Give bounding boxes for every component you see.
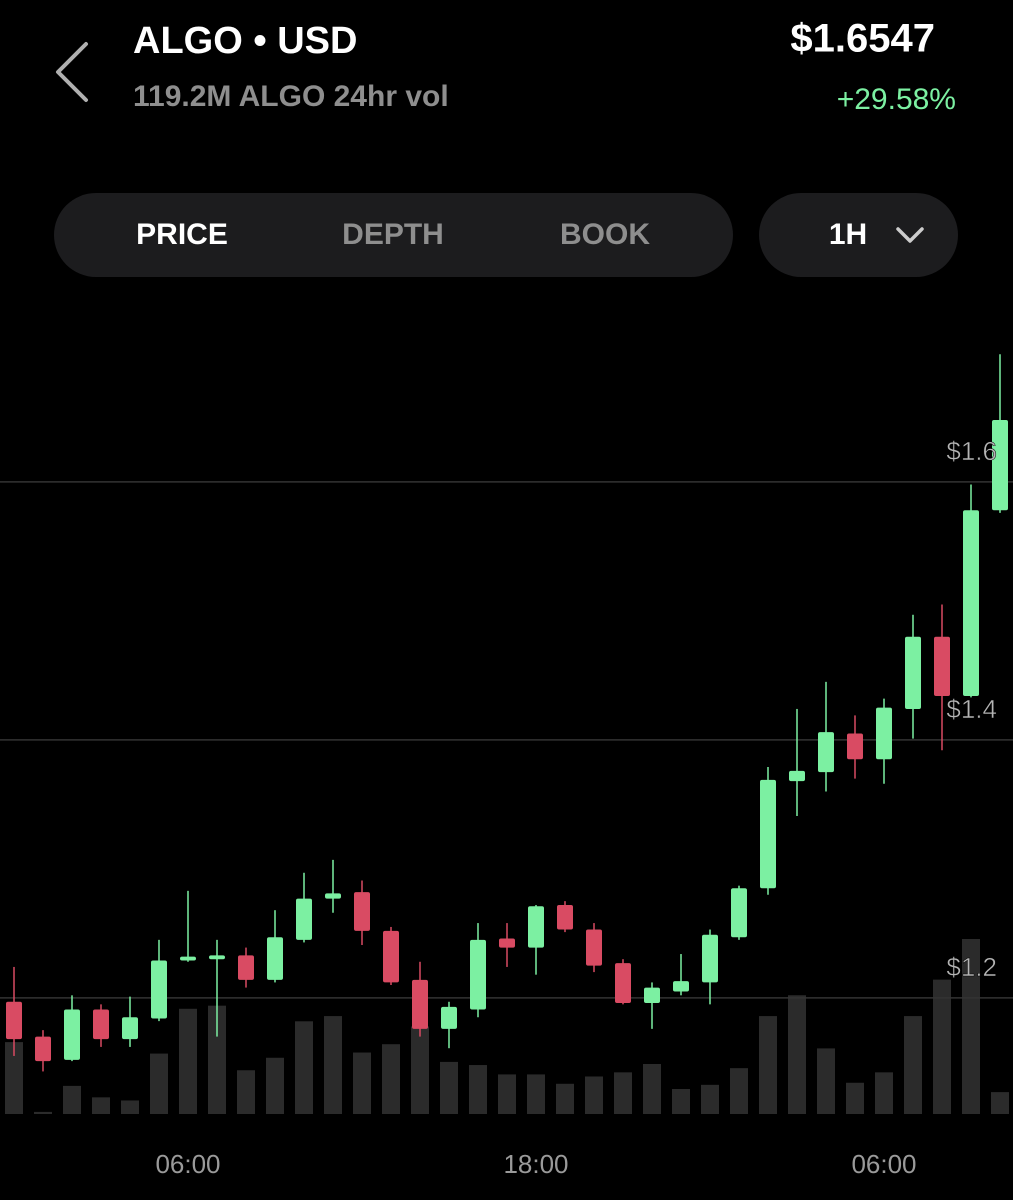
candle-body (528, 906, 544, 948)
y-tick-label: $1.2 (946, 952, 997, 982)
candle-body (296, 898, 312, 940)
candle-body (847, 733, 863, 760)
volume-bar (353, 1052, 371, 1114)
volume-bar (63, 1085, 81, 1114)
candle-body (64, 1009, 80, 1060)
candle-body (499, 938, 515, 948)
candle-body (644, 987, 660, 1004)
volume-bar (991, 1092, 1009, 1114)
candle-body (992, 419, 1008, 511)
volume-bar (643, 1064, 661, 1114)
volume-bar (759, 1016, 777, 1114)
x-tick-label: 18:00 (503, 1149, 568, 1179)
tab-bar (54, 193, 733, 277)
candle-body (905, 636, 921, 709)
candle-body (963, 510, 979, 697)
x-tick-label: 06:00 (851, 1149, 916, 1179)
volume-bar (730, 1068, 748, 1114)
candle-body (93, 1009, 109, 1040)
volume-bar (556, 1083, 574, 1114)
volume-bar (208, 1005, 226, 1114)
volume-bar (237, 1070, 255, 1114)
volume-subtitle: 119.2M ALGO 24hr vol (133, 80, 449, 113)
candle-body (731, 888, 747, 938)
candle-body (122, 1017, 138, 1040)
volume-bar (382, 1044, 400, 1114)
candle-body (441, 1006, 457, 1029)
volume-bar (295, 1021, 313, 1114)
price-chart: $1.2 $1.4 $1.6 06:00 18:00 06:00 (0, 354, 1013, 1179)
candle-body (325, 893, 341, 899)
volume-bar (34, 1111, 52, 1114)
candle-body (615, 963, 631, 1004)
volume-bar (933, 979, 951, 1114)
volume-bar (411, 1026, 429, 1114)
volume-bar (527, 1074, 545, 1114)
candle-body (557, 905, 573, 930)
x-tick-label: 06:00 (155, 1149, 220, 1179)
y-tick-label: $1.6 (946, 436, 997, 466)
pair-title: ALGO • USD (133, 20, 357, 62)
volume-bar (614, 1072, 632, 1114)
back-chevron[interactable] (56, 42, 88, 102)
volume-bar (121, 1100, 139, 1114)
candle-body (934, 636, 950, 697)
volume-bar (672, 1089, 690, 1114)
interval-chevron[interactable] (896, 227, 924, 243)
volume-bar (788, 995, 806, 1114)
volume-bar (875, 1072, 893, 1114)
volume-bar (469, 1065, 487, 1114)
candle-body (412, 979, 428, 1029)
candle-body (586, 929, 602, 966)
candle-body (6, 1001, 22, 1040)
y-tick-label: $1.4 (946, 694, 997, 724)
interval-label[interactable]: 1H (829, 218, 867, 251)
volume-bar (817, 1048, 835, 1114)
volume-bar (904, 1016, 922, 1114)
current-price: $1.6547 (790, 17, 935, 61)
candle-body (876, 707, 892, 760)
volume-bar (440, 1061, 458, 1114)
candle-body (383, 930, 399, 983)
volume-bar (962, 939, 980, 1114)
volume-bar (846, 1082, 864, 1114)
tab-book[interactable]: BOOK (560, 218, 650, 251)
candle-body (760, 779, 776, 889)
tab-depth[interactable]: DEPTH (342, 218, 444, 251)
candle-body (673, 981, 689, 992)
candle-body (238, 955, 254, 980)
back-hit-area[interactable] (40, 30, 100, 110)
candle-body (267, 937, 283, 980)
interval-selector[interactable] (759, 193, 958, 277)
candle-body (180, 956, 196, 961)
candle-body (354, 892, 370, 931)
volume-bar (179, 1008, 197, 1114)
volume-bar (150, 1053, 168, 1114)
back-button[interactable] (40, 30, 100, 110)
candle-body (151, 960, 167, 1019)
candle-body (35, 1036, 51, 1062)
volume-bar (5, 1042, 23, 1114)
candle-body (789, 770, 805, 782)
volume-bar (498, 1074, 516, 1114)
candle-body (470, 939, 486, 1010)
volume-bar (266, 1057, 284, 1114)
volume-bar (585, 1076, 603, 1114)
candle-body (702, 934, 718, 983)
candle-body (209, 955, 225, 960)
tab-price[interactable]: PRICE (136, 218, 228, 251)
volume-bar (92, 1097, 110, 1114)
volume-bar (701, 1084, 719, 1114)
candle-body (818, 732, 834, 773)
volume-bar (324, 1016, 342, 1114)
price-change: +29.58% (837, 83, 956, 116)
